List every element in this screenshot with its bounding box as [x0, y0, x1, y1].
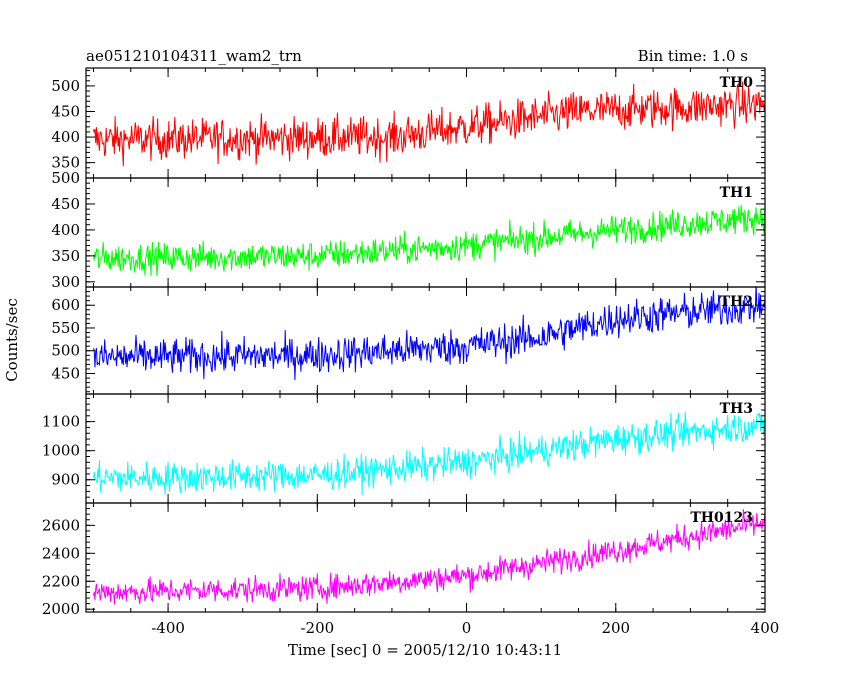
y-tick-label: 400 [51, 221, 80, 239]
panel-frame-th2 [85, 286, 766, 395]
series-line-th2 [92, 287, 765, 380]
panel-frame-th0123 [85, 502, 766, 613]
y-tick-label: 2600 [42, 516, 80, 534]
series-line-th1 [92, 204, 765, 277]
y-tick-label: 550 [51, 319, 80, 337]
x-axis-label: Time [sec] 0 = 2005/12/10 10:43:11 [288, 641, 562, 659]
chart-title: ae051210104311_wam2_trn [86, 47, 302, 65]
y-tick-label: 350 [51, 247, 80, 265]
series-line-th0 [92, 81, 765, 167]
x-tick-label: 200 [601, 619, 630, 637]
y-tick-label: 900 [51, 471, 80, 489]
series-line-th3 [92, 411, 765, 496]
y-tick-label: 2000 [42, 600, 80, 618]
panels-group: 350 400 450 500 TH0 300 350 400 450 500 TH1 450 500 5… [42, 67, 780, 637]
y-tick-label: 1100 [42, 413, 80, 431]
x-tick-label: 400 [751, 619, 780, 637]
y-tick-label: 500 [51, 169, 80, 187]
panel-frame-th3 [85, 393, 766, 504]
panel-frame-th0 [85, 67, 766, 179]
y-tick-label: 2400 [42, 544, 80, 562]
x-tick-label: 0 [462, 619, 472, 637]
y-tick-label: 500 [51, 77, 80, 95]
x-tick-label: -400 [151, 619, 185, 637]
y-tick-label: 450 [51, 102, 80, 120]
y-axis-label: Counts/sec [3, 298, 21, 382]
series-line-th0123 [92, 509, 765, 605]
y-tick-label: 300 [51, 273, 80, 291]
panel-label-th0: TH0 [720, 75, 754, 91]
y-tick-label: 600 [51, 296, 80, 314]
panel-label-th1: TH1 [720, 185, 753, 201]
panel-label-th2: TH2 [720, 294, 753, 310]
y-tick-label: 400 [51, 128, 80, 146]
y-tick-label: 350 [51, 154, 80, 172]
panel-label-th3: TH3 [720, 401, 753, 417]
bin-time-label: Bin time: 1.0 s [638, 47, 748, 65]
panel-label-th0123: TH0123 [690, 510, 753, 526]
y-tick-label: 450 [51, 195, 80, 213]
y-tick-label: 1000 [42, 442, 80, 460]
x-tick-label: -200 [300, 619, 334, 637]
y-tick-label: 500 [51, 342, 80, 360]
y-tick-label: 2200 [42, 572, 80, 590]
y-tick-label: 450 [51, 365, 80, 383]
